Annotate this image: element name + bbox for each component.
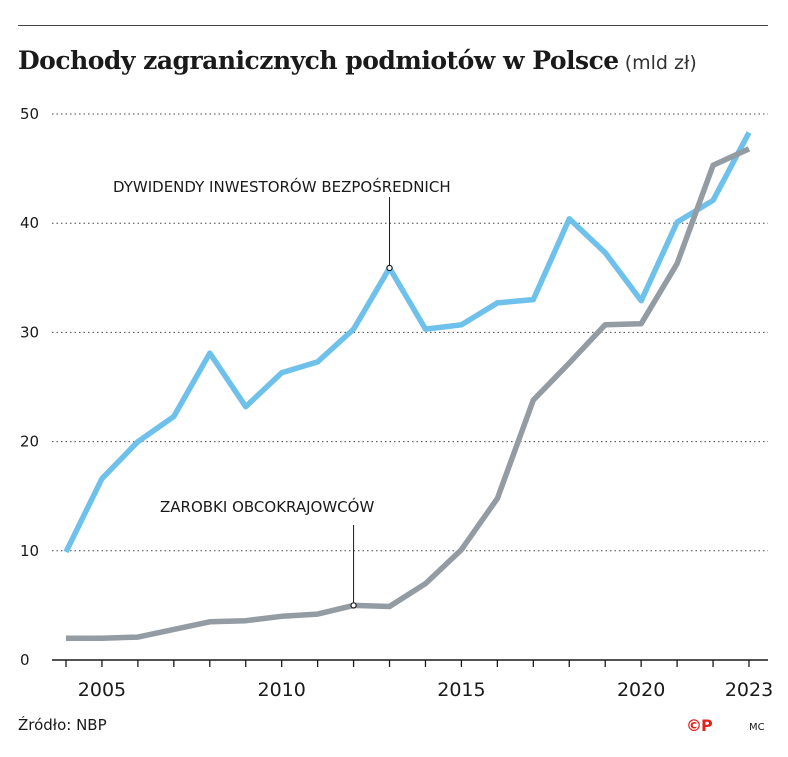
y-tick-label-40: 40 (20, 214, 39, 232)
x-tick-label-2010: 2010 (258, 679, 306, 701)
y-tick-label-20: 20 (20, 433, 39, 451)
annotation-marker-1 (350, 602, 357, 609)
title-unit: (mld zł) (624, 52, 697, 74)
source-note: Źródło: NBP (18, 716, 107, 734)
x-tick-label-2020: 2020 (617, 679, 665, 701)
x-tick-label-2023: 2023 (725, 679, 773, 701)
series-line-0 (63, 131, 752, 554)
publisher-logo: ©P (686, 716, 713, 735)
annotation-label-1: ZAROBKI OBCOKRAJOWCÓW (160, 497, 374, 516)
author-initials: MC (749, 722, 765, 733)
annotation-label-0: DYWIDENDY INWESTORÓW BEZPOŚREDNICH (113, 177, 451, 196)
y-tick-label-30: 30 (20, 323, 39, 341)
top-rule (18, 25, 768, 26)
series-line-1 (66, 146, 751, 641)
x-tick-label-2015: 2015 (437, 679, 485, 701)
title-main: Dochody zagranicznych podmiotów w Polsce (18, 46, 619, 75)
y-tick-label-50: 50 (20, 105, 39, 123)
y-tick-label-10: 10 (20, 542, 39, 560)
y-tick-label-0: 0 (20, 651, 30, 669)
x-tick-label-2005: 2005 (78, 679, 126, 701)
chart-title: Dochody zagranicznych podmiotów w Polsce… (18, 46, 697, 75)
annotation-marker-0 (386, 264, 393, 272)
